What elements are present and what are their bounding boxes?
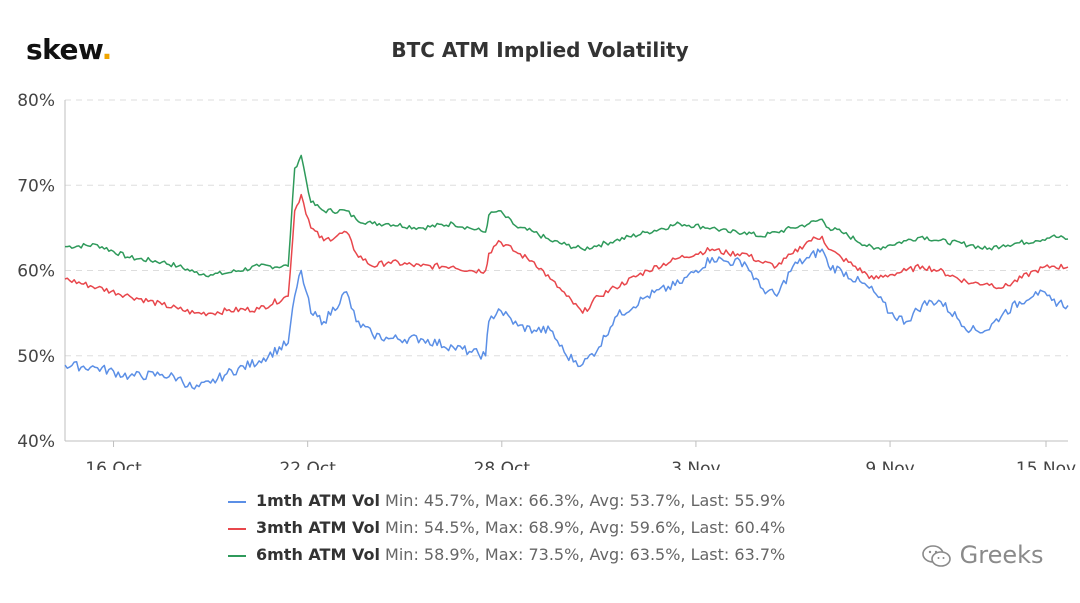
y-tick-label: 80%: [17, 91, 55, 111]
y-tick-label: 50%: [17, 347, 55, 367]
chart-canvas: 40% 50% 60% 70% 80% 16 Oct 22 Oct 28 Oct 3 Nov 9 …: [17, 91, 1076, 470]
y-tick-label: 70%: [17, 176, 55, 196]
x-tick-label: 3 Nov: [671, 459, 720, 470]
watermark: Greeks: [922, 541, 1044, 569]
legend-stats-1mth: Min: 45.7%, Max: 66.3%, Avg: 53.7%, Last…: [385, 491, 786, 510]
x-tick-label: 22 Oct: [279, 459, 336, 470]
legend-stats-3mth: Min: 54.5%, Max: 68.9%, Avg: 59.6%, Last…: [385, 518, 786, 537]
wechat-icon: [922, 545, 951, 567]
logo-text: skew: [26, 33, 102, 66]
legend-item-3mth[interactable]: 3mth ATM Vol Min: 54.5%, Max: 68.9%, Avg…: [228, 518, 785, 537]
legend-stats-6mth: Min: 58.9%, Max: 73.5%, Avg: 63.5%, Last…: [385, 545, 786, 564]
logo-dot: .: [101, 33, 113, 66]
legend-name-1mth: 1mth ATM Vol: [256, 491, 380, 510]
x-tick-label: 9 Nov: [865, 459, 914, 470]
legend-name-6mth: 6mth ATM Vol: [256, 545, 380, 564]
legend-item-6mth[interactable]: 6mth ATM Vol Min: 58.9%, Max: 73.5%, Avg…: [228, 545, 785, 564]
y-tick-label: 60%: [17, 262, 55, 282]
series-1mth-line: [64, 248, 1069, 390]
chart-title: BTC ATM Implied Volatility: [391, 38, 689, 62]
x-tick-label: 28 Oct: [474, 459, 531, 470]
watermark-text: Greeks: [959, 541, 1044, 569]
series-3mth-line: [64, 193, 1069, 317]
legend-line-3mth: [228, 527, 246, 530]
skew-logo: skew.: [26, 33, 112, 66]
x-tick-label: 16 Oct: [85, 459, 142, 470]
y-tick-label: 40%: [17, 432, 55, 452]
x-tick-label: 15 Nov: [1016, 459, 1076, 470]
legend-name-3mth: 3mth ATM Vol: [256, 518, 380, 537]
legend-item-1mth[interactable]: 1mth ATM Vol Min: 45.7%, Max: 66.3%, Avg…: [228, 491, 785, 510]
legend-line-6mth: [228, 554, 246, 557]
legend-line-1mth: [228, 500, 246, 503]
series-6mth-line: [65, 154, 1069, 278]
